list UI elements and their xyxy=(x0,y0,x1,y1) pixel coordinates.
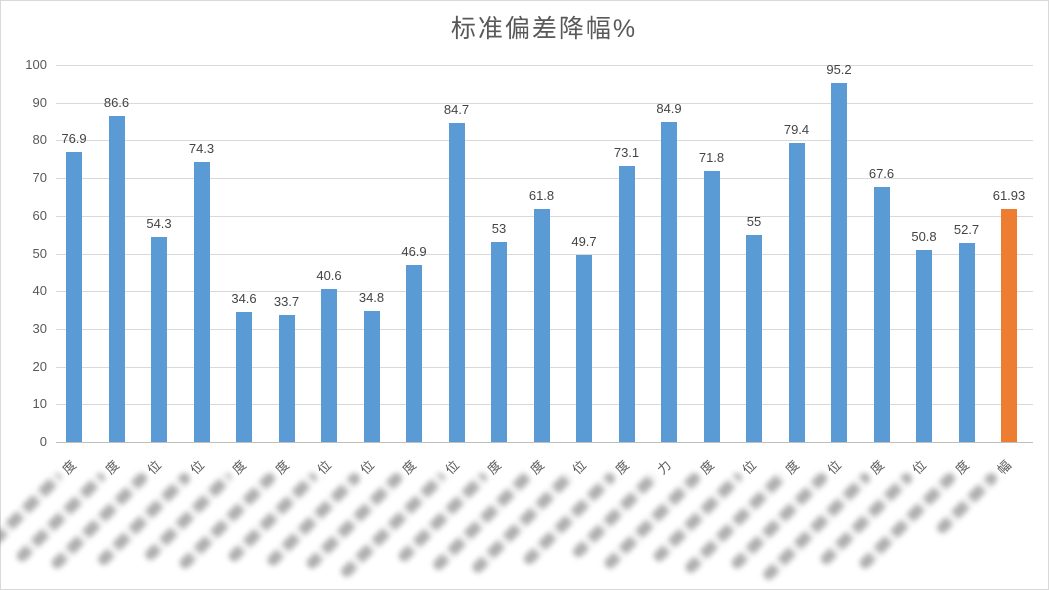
bar[interactable] xyxy=(533,209,550,442)
bar-value-label: 52.7 xyxy=(953,222,980,238)
bar-value-label: 79.4 xyxy=(783,121,810,137)
bar[interactable] xyxy=(363,310,380,442)
bar[interactable] xyxy=(278,314,295,442)
bar-value-label: 61.93 xyxy=(992,187,1026,203)
bar[interactable] xyxy=(448,122,465,442)
bar-value-label: 50.8 xyxy=(911,229,937,245)
highlight-bar[interactable] xyxy=(1001,208,1017,442)
bar[interactable] xyxy=(958,243,975,442)
gridline xyxy=(56,178,1033,180)
bar-value-label: 76.9 xyxy=(61,131,87,147)
bar-value-label: 84.7 xyxy=(443,101,470,117)
bar[interactable] xyxy=(193,161,210,442)
bar-value-label: 53 xyxy=(491,221,507,237)
chart-title: 标准偏差降幅% xyxy=(450,15,638,43)
bar[interactable] xyxy=(788,142,805,442)
y-axis-tick-label: 50 xyxy=(32,245,47,261)
bar-value-label: 74.3 xyxy=(188,140,215,156)
bar[interactable] xyxy=(151,237,167,442)
bar-value-label: 71.8 xyxy=(698,150,725,166)
bar-value-label: 46.9 xyxy=(401,244,427,260)
bar[interactable] xyxy=(406,265,422,442)
gridline xyxy=(56,65,1033,66)
y-axis-tick-label: 10 xyxy=(32,396,47,412)
y-axis-tick-label: 100 xyxy=(25,57,47,72)
bar[interactable] xyxy=(746,234,762,442)
bar[interactable] xyxy=(108,115,125,442)
y-axis-tick-label: 30 xyxy=(32,320,47,336)
plot-area xyxy=(56,65,1033,443)
bar[interactable] xyxy=(491,242,507,442)
bar[interactable] xyxy=(916,250,932,442)
gridline xyxy=(56,102,1033,104)
gridline xyxy=(56,140,1033,142)
bar-value-label: 40.6 xyxy=(316,267,342,283)
bar-value-label: 61.8 xyxy=(528,188,555,203)
bar[interactable] xyxy=(236,311,252,442)
bar[interactable] xyxy=(873,187,890,442)
bar[interactable] xyxy=(576,254,592,442)
bar-value-label: 34.8 xyxy=(358,289,385,305)
y-axis-tick-label: 60 xyxy=(32,207,47,223)
bar[interactable] xyxy=(66,152,82,442)
bar-value-label: 84.9 xyxy=(656,100,682,116)
bar[interactable] xyxy=(321,288,337,442)
y-axis-tick-label: 40 xyxy=(32,283,47,299)
bar-value-label: 33.7 xyxy=(273,293,300,309)
y-axis-tick-label: 80 xyxy=(32,132,47,148)
bar-value-label: 95.2 xyxy=(826,62,852,78)
bar[interactable] xyxy=(661,121,677,442)
bar-value-label: 49.7 xyxy=(571,233,597,249)
y-axis-tick-label: 90 xyxy=(32,94,47,110)
bar-value-label: 86.6 xyxy=(103,94,130,110)
bar-value-label: 34.6 xyxy=(231,290,257,306)
bar[interactable] xyxy=(703,171,720,442)
y-axis-tick-label: 20 xyxy=(32,358,47,374)
bar-value-label: 73.1 xyxy=(613,145,640,161)
y-axis-tick-label: 70 xyxy=(32,170,47,186)
bar-value-label: 67.6 xyxy=(868,166,895,182)
bar-value-label: 54.3 xyxy=(146,216,172,232)
bar[interactable] xyxy=(831,83,847,442)
bar[interactable] xyxy=(618,166,635,442)
y-axis-tick-label: 0 xyxy=(39,434,47,449)
bar-value-label: 55 xyxy=(746,213,762,229)
